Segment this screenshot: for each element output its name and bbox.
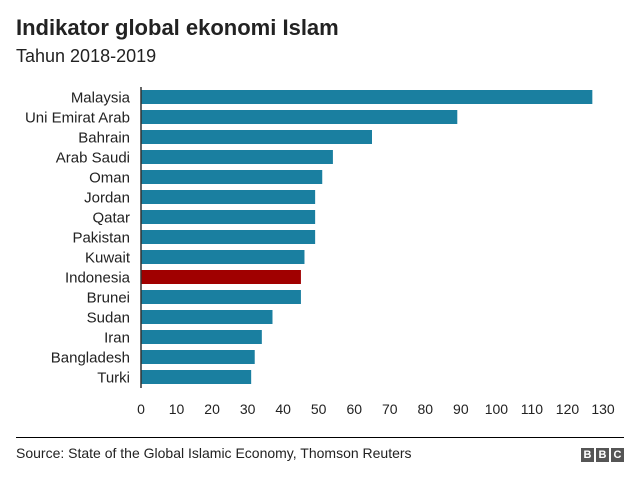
bbc-logo-letter: C [611, 448, 624, 462]
bar-iran [141, 330, 262, 344]
category-label-oman: Oman [89, 170, 130, 187]
bar-oman [141, 170, 323, 184]
category-label-turki: Turki [97, 370, 130, 387]
category-labels: Malaysia Uni Emirat Arab Bahrain Arab Saudi… [25, 90, 131, 387]
bar-arab-saudi [141, 150, 333, 164]
bar-qatar [141, 210, 316, 224]
category-label-sudan: Sudan [87, 310, 130, 327]
x-tick-label: 20 [204, 401, 220, 417]
x-tick-label: 120 [556, 401, 580, 417]
category-label-indonesia: Indonesia [65, 270, 131, 287]
category-label-kuwait: Kuwait [85, 250, 131, 267]
bar-kuwait [141, 250, 305, 264]
bar-bangladesh [141, 350, 255, 364]
footer-divider [16, 437, 624, 438]
x-tick-label: 0 [137, 401, 145, 417]
bar-brunei [141, 290, 301, 304]
x-tick-label: 60 [346, 401, 362, 417]
source-note: Source: State of the Global Islamic Econ… [16, 445, 412, 461]
bbc-logo: B B C [581, 448, 624, 462]
x-tick-label: 90 [453, 401, 469, 417]
category-label-uni-emirat-arab: Uni Emirat Arab [25, 110, 130, 127]
x-tick-label: 30 [240, 401, 256, 417]
bar-malaysia [141, 90, 593, 104]
category-label-qatar: Qatar [92, 210, 130, 227]
category-label-malaysia: Malaysia [71, 90, 131, 107]
x-tick-label: 50 [311, 401, 327, 417]
category-label-brunei: Brunei [87, 290, 130, 307]
category-label-bangladesh: Bangladesh [51, 350, 130, 367]
bbc-logo-letter: B [596, 448, 609, 462]
bar-bahrain [141, 130, 372, 144]
category-label-bahrain: Bahrain [78, 130, 130, 147]
bar-uni-emirat-arab [141, 110, 458, 124]
bar-indonesia [141, 270, 301, 284]
x-tick-label: 80 [418, 401, 434, 417]
x-tick-label: 100 [485, 401, 509, 417]
bar-sudan [141, 310, 273, 324]
x-tick-label: 10 [169, 401, 185, 417]
x-tick-label: 130 [591, 401, 615, 417]
x-tick-label: 110 [521, 401, 544, 417]
bbc-logo-letter: B [581, 448, 594, 462]
category-label-pakistan: Pakistan [72, 230, 130, 247]
bar-pakistan [141, 230, 316, 244]
bar-jordan [141, 190, 316, 204]
x-tick-label: 40 [275, 401, 291, 417]
category-label-jordan: Jordan [84, 190, 130, 207]
x-axis-ticks: 0 10 20 30 40 50 60 70 80 90 100 110 120 130 [137, 401, 615, 417]
chart-title: Indikator global ekonomi Islam [16, 15, 339, 40]
bars-layer [141, 90, 593, 384]
category-label-arab-saudi: Arab Saudi [56, 150, 130, 167]
x-tick-label: 70 [382, 401, 398, 417]
category-label-iran: Iran [104, 330, 130, 347]
chart-subtitle: Tahun 2018-2019 [16, 46, 157, 66]
bar-turki [141, 370, 252, 384]
